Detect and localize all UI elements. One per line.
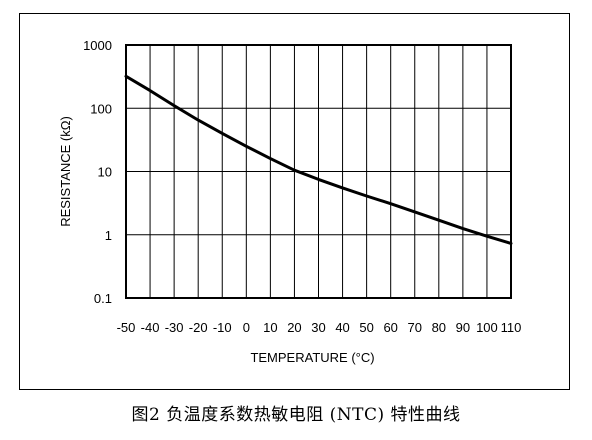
x-tick-label: -50 xyxy=(117,320,136,335)
x-tick-label: 90 xyxy=(456,320,470,335)
y-axis-title: RESISTANCE (kΩ) xyxy=(58,116,73,227)
x-tick-label: 70 xyxy=(408,320,422,335)
ntc-chart: -50 -40 -30 -20 -10 0 10 20 30 40 50 60 70 80 90 100 110… xyxy=(58,38,522,365)
x-tick-label: -10 xyxy=(213,320,232,335)
plot-area xyxy=(125,44,512,299)
y-tick-label: 10 xyxy=(98,165,112,180)
x-axis-title: TEMPERATURE (°C) xyxy=(250,350,374,365)
y-tick-label: 0.1 xyxy=(94,291,112,306)
x-tick-label: 0 xyxy=(243,320,250,335)
x-tick-label: -40 xyxy=(141,320,160,335)
y-tick-label: 100 xyxy=(90,101,112,116)
y-tick-labels: 0.1 1 10 100 1000 xyxy=(83,38,112,306)
x-tick-label: 20 xyxy=(287,320,301,335)
x-tick-label: -20 xyxy=(189,320,208,335)
x-tick-label: 10 xyxy=(263,320,277,335)
x-tick-label: 60 xyxy=(383,320,397,335)
x-tick-label: -30 xyxy=(165,320,184,335)
x-tick-label: 80 xyxy=(432,320,446,335)
resistance-curve xyxy=(124,74,513,245)
x-tick-label: 50 xyxy=(359,320,373,335)
chart-frame xyxy=(19,13,570,390)
x-tick-label: 100 xyxy=(476,320,498,335)
x-tick-label: 30 xyxy=(311,320,325,335)
y-tick-label: 1000 xyxy=(83,38,112,53)
x-tick-labels: -50 -40 -30 -20 -10 0 10 20 30 40 50 60 70 80 90 100 110 xyxy=(117,320,522,335)
x-tick-label: 110 xyxy=(501,320,522,335)
figure-caption: 图2 负温度系数热敏电阻 (NTC) 特性曲线 xyxy=(131,405,461,425)
x-tick-label: 40 xyxy=(335,320,349,335)
grid xyxy=(125,44,512,299)
y-tick-label: 1 xyxy=(105,228,112,243)
